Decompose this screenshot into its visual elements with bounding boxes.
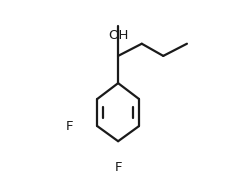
Text: OH: OH [108, 29, 128, 42]
Text: F: F [66, 120, 74, 133]
Text: F: F [114, 161, 122, 174]
